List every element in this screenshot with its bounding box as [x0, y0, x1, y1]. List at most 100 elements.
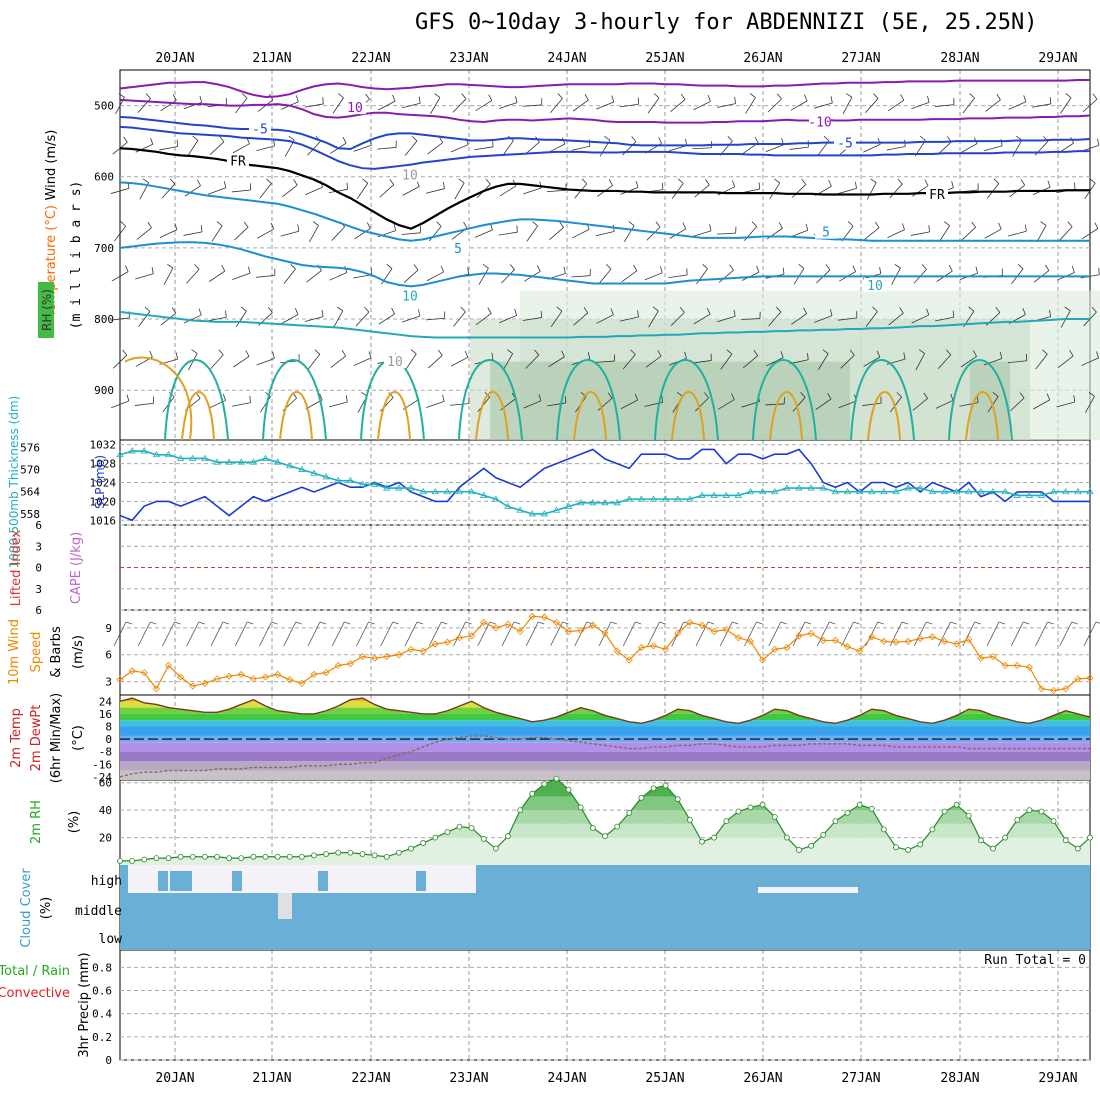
- wind-barb: [596, 95, 615, 110]
- wind-speed-marker: [383, 652, 391, 661]
- wind-barb-flag: [468, 396, 470, 404]
- wind-barb-staff: [1059, 621, 1073, 647]
- wind-barb-flag: [581, 178, 588, 185]
- wind-barb-staff: [961, 226, 976, 241]
- wind-speed-marker: [916, 635, 924, 643]
- wind-barb-flag: [411, 135, 418, 142]
- wind-barb-staff: [452, 98, 467, 113]
- wind-barb-staff: [475, 100, 492, 111]
- wind-barb-flag: [635, 621, 642, 625]
- wind-speed-marker: [589, 621, 597, 629]
- wind-barb-staff: [595, 231, 615, 237]
- series-line: [119, 448, 1090, 522]
- wind-barb-staff: [571, 145, 591, 151]
- wind-barb: [111, 265, 129, 282]
- wind-barb-flag: [1020, 179, 1026, 186]
- wind-barb-flag: [418, 96, 421, 104]
- wind-barb-staff: [405, 353, 417, 370]
- wind-barb-flag: [198, 621, 205, 625]
- hot-contour: [181, 391, 215, 441]
- thickness-marker: [286, 462, 294, 469]
- wind-barb-staff: [912, 398, 928, 411]
- wind-barb-flag: [682, 222, 687, 229]
- wind-barb-flag: [756, 265, 760, 273]
- surface-wind-barb: [768, 621, 787, 647]
- wind-barb: [163, 263, 174, 285]
- wind-barb-flag: [243, 221, 249, 228]
- rh-marker: [614, 823, 621, 830]
- wind-barb: [1084, 178, 1096, 200]
- wind-barb: [184, 308, 202, 324]
- rh-marker: [589, 825, 596, 831]
- wind-barb-flag: [927, 95, 930, 103]
- rh-marker: [917, 841, 924, 848]
- thickness-marker: [225, 458, 233, 465]
- wind-barb: [1036, 221, 1047, 243]
- wind-barb: [865, 93, 879, 113]
- wind-barb-flag: [417, 309, 421, 317]
- wind-barb-staff: [572, 99, 589, 112]
- wind-barb-staff: [838, 400, 857, 409]
- wind-barb-flag: [150, 137, 154, 145]
- wind-speed-marker: [1013, 661, 1021, 670]
- surface-wind-barb: [137, 621, 157, 647]
- wind-barb-flag: [368, 621, 375, 625]
- wind-barb-staff: [962, 621, 976, 647]
- wind-speed-marker: [407, 645, 415, 653]
- rh-marker: [553, 775, 560, 782]
- wind-barb: [330, 350, 347, 368]
- wind-speed-marker: [904, 637, 912, 645]
- wind-barb-staff: [766, 357, 784, 367]
- wind-speed-marker: [213, 675, 221, 683]
- hot-contour: [965, 391, 999, 441]
- warm-contour: [948, 359, 1013, 441]
- wind-barb: [765, 397, 785, 406]
- wind-barb-staff: [692, 230, 712, 237]
- series-line: [119, 450, 1090, 515]
- rh-marker: [626, 810, 633, 816]
- wind-speed-marker: [1050, 686, 1058, 695]
- thickness-marker: [116, 451, 124, 458]
- wind-barb-staff: [838, 187, 857, 194]
- wind-barb-staff: [863, 356, 881, 367]
- wind-speed-marker: [516, 627, 524, 636]
- temp-band: [120, 742, 1090, 752]
- thickness-marker: [637, 495, 646, 502]
- thickness-marker: [492, 495, 500, 502]
- rh-marker: [977, 837, 984, 844]
- wind-barb: [741, 311, 761, 320]
- thickness-marker: [722, 491, 730, 498]
- wind-barb: [693, 307, 711, 325]
- wind-barb-flag: [776, 306, 782, 313]
- wind-barb: [839, 265, 857, 282]
- wind-barb-staff: [549, 227, 564, 241]
- wind-barb-flag: [1001, 268, 1003, 276]
- wind-barb-staff: [307, 354, 321, 370]
- wind-barb-flag: [559, 221, 564, 228]
- thickness-marker: [1074, 487, 1082, 495]
- thickness-marker: [273, 458, 282, 465]
- surface-wind-barb: [259, 621, 278, 647]
- rh-marker: [953, 801, 960, 808]
- wind-barb: [499, 179, 517, 197]
- temp-band: [120, 726, 1090, 736]
- wind-barb: [1058, 350, 1074, 368]
- wind-barb-staff: [622, 621, 636, 647]
- wind-barb: [935, 393, 954, 409]
- wind-barb-staff: [209, 141, 225, 155]
- wind-barb: [136, 221, 152, 240]
- rh-marker: [735, 808, 742, 815]
- wind-barb: [815, 392, 832, 411]
- wind-barb: [498, 225, 518, 236]
- wind-barb-staff: [547, 143, 566, 153]
- contour-label-bg: [249, 121, 271, 136]
- wind-barb: [498, 96, 518, 109]
- thickness-marker: [1025, 491, 1034, 498]
- wind-barb-flag: [338, 93, 344, 99]
- wind-barb: [1033, 393, 1051, 410]
- thickness-marker: [989, 487, 997, 495]
- wind-barb-flag: [322, 97, 324, 104]
- panel-frame-precip: [119, 949, 1091, 1061]
- wind-barb-staff: [547, 402, 566, 407]
- wind-barb-flag: [628, 221, 635, 226]
